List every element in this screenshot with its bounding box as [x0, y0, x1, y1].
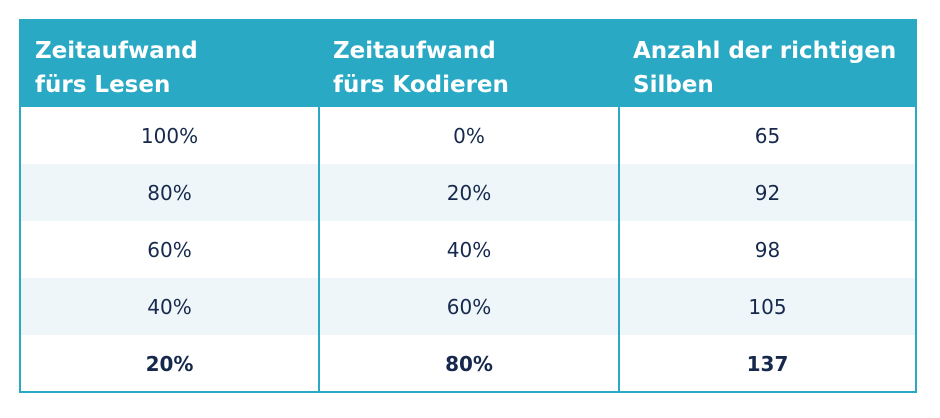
cell-lesen: 20%	[145, 351, 194, 376]
header-line: Anzahl der richtigen	[633, 38, 897, 64]
cell-silben: 105	[618, 278, 915, 335]
header-line: fürs Kodieren	[333, 72, 509, 98]
cell-kodieren: 20%	[318, 164, 619, 221]
cell-kodieren: 40%	[318, 221, 619, 278]
header-line: Zeitaufwand	[35, 38, 198, 64]
header-zeitaufwand-kodieren: Zeitaufwand fürs Kodieren	[319, 21, 619, 107]
cell-silben: 137	[618, 335, 915, 392]
table-row: 20% 80% 137	[21, 335, 915, 392]
cell-silben: 92	[618, 164, 915, 221]
cell-lesen: 40%	[147, 294, 192, 319]
cell-lesen: 60%	[147, 237, 192, 262]
cell-silben: 98	[618, 221, 915, 278]
header-zeitaufwand-lesen: Zeitaufwand fürs Lesen	[21, 21, 319, 107]
cell-kodieren: 0%	[318, 107, 619, 164]
table-row: 60% 40% 98	[21, 221, 915, 278]
cell-lesen: 80%	[147, 180, 192, 205]
cell-lesen: 100%	[140, 123, 199, 148]
table-header-row: Zeitaufwand fürs Lesen Zeitaufwand fürs …	[21, 21, 915, 107]
header-line: Silben	[633, 72, 714, 98]
header-line: fürs Lesen	[35, 72, 171, 98]
header-line: Zeitaufwand	[333, 38, 496, 64]
cell-kodieren: 60%	[318, 278, 619, 335]
results-table-container: Zeitaufwand fürs Lesen Zeitaufwand fürs …	[19, 19, 917, 393]
results-table: Zeitaufwand fürs Lesen Zeitaufwand fürs …	[21, 21, 915, 392]
table-row: 40% 60% 105	[21, 278, 915, 335]
header-anzahl-silben: Anzahl der richtigen Silben	[619, 21, 915, 107]
table-row: 80% 20% 92	[21, 164, 915, 221]
cell-kodieren: 80%	[318, 335, 619, 392]
table-row: 100% 0% 65	[21, 107, 915, 164]
cell-silben: 65	[618, 107, 915, 164]
